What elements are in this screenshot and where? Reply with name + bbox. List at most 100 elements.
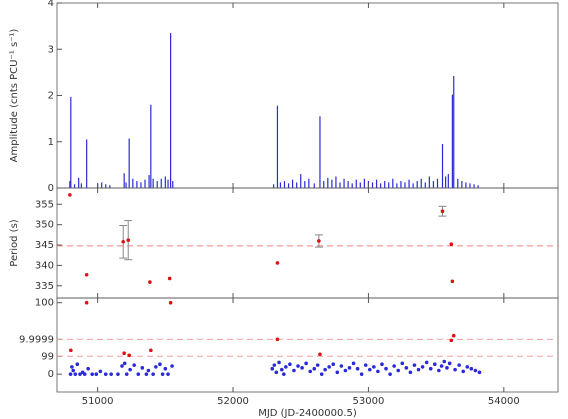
significance-point (469, 366, 474, 371)
significance-point (292, 368, 296, 373)
significance-point (154, 365, 158, 369)
significance-point (82, 372, 87, 376)
period-point (275, 261, 280, 265)
significance-point (158, 362, 162, 367)
y-tick-label: 0 (48, 369, 54, 380)
significance-point (70, 365, 74, 369)
significance-point (166, 372, 170, 376)
significance-point (457, 363, 461, 367)
y-tick-label: 4 (48, 0, 54, 9)
significance-point (315, 363, 320, 367)
period-point (126, 238, 131, 242)
significance-point (275, 337, 280, 342)
significance-point (343, 368, 348, 373)
x-tick-label: 53000 (353, 396, 385, 407)
significance-point (168, 300, 173, 305)
significance-point (367, 367, 372, 372)
significance-point (428, 366, 433, 371)
significance-point (288, 362, 292, 367)
significance-point (477, 370, 482, 375)
significance-point (270, 366, 275, 371)
significance-point (404, 366, 409, 370)
significance-point (400, 361, 405, 366)
period-point (68, 193, 72, 197)
significance-point (439, 364, 444, 368)
panel-frame (56, 297, 559, 393)
y-tick-label: 355 (35, 199, 54, 210)
significance-point (86, 366, 90, 371)
panel-frame (56, 2, 559, 189)
x-tick-label: 54000 (488, 396, 520, 407)
period-point (317, 239, 321, 243)
y-tick-label: 9.9999 (19, 334, 54, 345)
y-tick-label: 99 (41, 351, 54, 362)
significance-point (279, 367, 284, 372)
period-point (84, 272, 89, 277)
significance-point (68, 372, 73, 376)
significance-point (128, 367, 132, 372)
y-tick-label: 335 (35, 281, 54, 292)
significance-point (416, 367, 421, 372)
significance-point (308, 369, 313, 374)
significance-point (447, 361, 452, 366)
significance-point (327, 365, 331, 369)
significance-point (363, 363, 368, 367)
significance-point (376, 369, 380, 374)
significance-point (442, 359, 447, 364)
significance-point (170, 364, 174, 368)
significance-point (163, 366, 168, 371)
panel-frame (56, 187, 559, 299)
period-point (440, 209, 445, 214)
period-point (167, 276, 172, 281)
significance-point (347, 366, 352, 370)
significance-point (331, 362, 336, 367)
significance-point (355, 366, 360, 371)
significance-point (272, 363, 277, 367)
significance-point (384, 366, 388, 371)
significance-point (300, 366, 304, 370)
significance-point (335, 370, 340, 375)
significance-point (94, 372, 99, 376)
significance-point (318, 352, 322, 357)
significance-point (144, 372, 149, 376)
significance-point (408, 370, 413, 375)
significance-point (453, 367, 457, 372)
y-axis-label: Amplitude (cnts PCU⁻¹ s⁻¹) (9, 29, 20, 163)
significance-point (146, 368, 151, 373)
significance-point (71, 368, 76, 373)
significance-point (140, 366, 145, 370)
significance-point (323, 367, 327, 372)
significance-point (73, 372, 78, 376)
significance-point (122, 361, 127, 366)
significance-point (122, 351, 126, 356)
significance-point (420, 365, 425, 369)
significance-point (296, 364, 300, 368)
significance-point (90, 372, 95, 376)
significance-point (132, 363, 136, 367)
significance-point (136, 372, 141, 376)
significance-point (473, 368, 478, 373)
period-point (449, 242, 454, 247)
y-axis-label: Period (s) (9, 219, 20, 266)
x-tick-label: 51000 (82, 396, 114, 407)
significance-point (359, 372, 364, 376)
significance-point (388, 372, 392, 376)
significance-point (120, 364, 124, 368)
y-tick-label: 350 (35, 220, 54, 231)
significance-point (461, 369, 466, 374)
significance-point (160, 372, 165, 376)
significance-point (396, 368, 401, 373)
significance-point (109, 372, 113, 376)
significance-point (103, 372, 108, 376)
significance-point (412, 363, 417, 367)
significance-point (445, 366, 449, 370)
period-point (121, 239, 126, 244)
significance-point (75, 362, 80, 367)
period-point (148, 280, 152, 284)
significance-point (392, 364, 396, 368)
significance-point (304, 361, 308, 366)
significance-point (151, 372, 155, 376)
significance-point (84, 300, 89, 305)
significance-point (98, 369, 103, 374)
